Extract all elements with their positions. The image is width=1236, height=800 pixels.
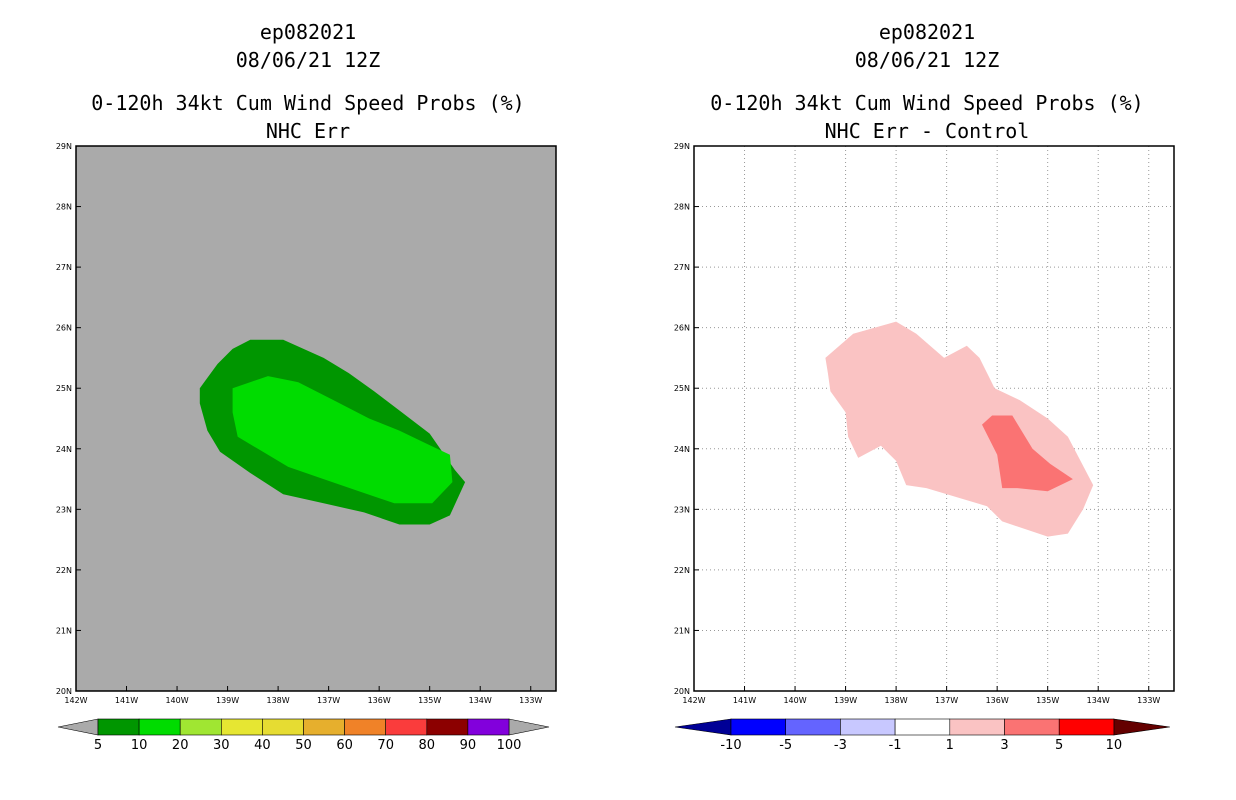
left-colorbar-label: 50 [295, 738, 312, 753]
left-y-tick-label: 27N [56, 263, 72, 272]
right-plot-frame [693, 145, 1175, 692]
left-colorbar-segment [97, 718, 140, 736]
left-colorbar-segment [262, 718, 304, 736]
right-y-tick-label: 21N [674, 626, 690, 635]
right-x-tick-label: 133W [1137, 696, 1160, 705]
right-x-tick-label: 142W [682, 696, 705, 705]
right-map-panel: 142W 141W 140W 139W 138W 137W 136W 135W 134W 133W… [674, 142, 1175, 705]
right-colorbar-label: 10 [1106, 738, 1123, 753]
right-x-tick-label: 139W [834, 696, 857, 705]
right-colorbar-segment [894, 718, 951, 736]
right-storm-id: ep082021 [879, 20, 975, 44]
left-colorbar-label: 90 [460, 738, 477, 753]
left-colorbar-label: 70 [377, 738, 394, 753]
left-x-tick-label: 135W [418, 696, 441, 705]
right-colorbar-segment [949, 718, 1005, 736]
left-x-tick-label: 141W [115, 696, 138, 705]
left-storm-id: ep082021 [260, 20, 356, 44]
left-x-tick-label: 138W [267, 696, 290, 705]
right-y-tick-label: 24N [674, 445, 690, 454]
left-colorbar-segment [138, 718, 181, 736]
left-y-tick-label: 26N [56, 324, 72, 333]
left-x-tick-label: 140W [165, 696, 188, 705]
left-colorbar: 5 10 20 30 40 50 60 70 80 90 100 [57, 718, 550, 753]
right-colorbar-right-arrow [1113, 718, 1170, 736]
left-y-tick-label: 29N [56, 142, 72, 151]
left-y-tick-label: 21N [56, 626, 72, 635]
right-colorbar-label: 1 [946, 738, 954, 753]
right-y-tick-label: 27N [674, 263, 690, 272]
left-colorbar-label: 80 [419, 738, 436, 753]
left-y-tick-label: 23N [56, 505, 72, 514]
right-colorbar-label: -3 [834, 738, 847, 753]
left-colorbar-label: 20 [172, 738, 189, 753]
left-colorbar-right-arrow [508, 718, 550, 736]
right-colorbar-left-arrow [674, 718, 732, 736]
left-y-tick-label: 25N [56, 384, 72, 393]
right-colorbar-label: 3 [1000, 738, 1008, 753]
left-datetime: 08/06/21 12Z [236, 48, 381, 72]
right-colorbar-label: -1 [889, 738, 902, 753]
left-x-tick-label: 133W [519, 696, 542, 705]
left-colorbar-segment [303, 718, 345, 736]
left-colorbar-label: 30 [213, 738, 230, 753]
left-y-tick-label: 24N [56, 445, 72, 454]
right-colorbar-label: -10 [720, 738, 741, 753]
left-colorbar-left-arrow [57, 718, 99, 736]
left-x-tick-label: 137W [317, 696, 340, 705]
right-x-tick-label: 137W [935, 696, 958, 705]
left-colorbar-segment [467, 718, 510, 736]
left-colorbar-segment [426, 718, 469, 736]
left-colorbar-label: 10 [131, 738, 148, 753]
left-colorbar-segment [344, 718, 387, 736]
right-x-tick-label: 136W [986, 696, 1009, 705]
left-colorbar-label: 40 [254, 738, 271, 753]
right-x-tick-label: 140W [783, 696, 806, 705]
right-colorbar-segment [785, 718, 841, 736]
left-colorbar-label: 60 [336, 738, 353, 753]
right-y-tick-label: 25N [674, 384, 690, 393]
left-y-tick-label: 22N [56, 566, 72, 575]
left-colorbar-segment [221, 718, 263, 736]
right-datetime: 08/06/21 12Z [855, 48, 1000, 72]
right-x-tick-label: 138W [885, 696, 908, 705]
right-x-tick-label: 134W [1087, 696, 1110, 705]
right-colorbar: -10 -5 -3 -1 1 3 5 10 [674, 718, 1170, 753]
right-chart-subtitle: NHC Err - Control [825, 119, 1030, 143]
left-colorbar-label: 5 [94, 738, 102, 753]
left-y-tick-label: 28N [56, 203, 72, 212]
right-colorbar-label: -5 [779, 738, 792, 753]
left-chart-title: 0-120h 34kt Cum Wind Speed Probs (%) [91, 91, 524, 115]
left-x-tick-label: 139W [216, 696, 239, 705]
left-x-tick-label: 142W [64, 696, 87, 705]
right-y-tick-label: 29N [674, 142, 690, 151]
right-x-tick-label: 135W [1036, 696, 1059, 705]
left-colorbar-segment [385, 718, 428, 736]
right-colorbar-segment [730, 718, 787, 736]
left-map-panel: 142W 141W 140W 139W 138W 137W 136W 135W 134W 133W… [56, 142, 557, 705]
right-y-tick-label: 28N [674, 203, 690, 212]
right-chart-title: 0-120h 34kt Cum Wind Speed Probs (%) [710, 91, 1143, 115]
right-y-tick-label: 26N [674, 324, 690, 333]
right-colorbar-label: 5 [1055, 738, 1063, 753]
right-colorbar-segment [1058, 718, 1115, 736]
left-colorbar-segment [179, 718, 222, 736]
left-chart-subtitle: NHC Err [266, 119, 350, 143]
left-colorbar-label: 100 [497, 738, 522, 753]
left-x-tick-label: 134W [469, 696, 492, 705]
left-plot-frame [75, 145, 557, 692]
right-colorbar-segment [840, 718, 896, 736]
right-y-tick-label: 22N [674, 566, 690, 575]
left-y-tick-label: 20N [56, 687, 72, 696]
right-y-tick-label: 23N [674, 505, 690, 514]
left-contour-10-20 [232, 376, 453, 504]
right-y-tick-label: 20N [674, 687, 690, 696]
right-contour-3-5 [982, 415, 1073, 492]
right-colorbar-segment [1004, 718, 1060, 736]
left-x-tick-label: 136W [368, 696, 391, 705]
right-x-tick-label: 141W [733, 696, 756, 705]
